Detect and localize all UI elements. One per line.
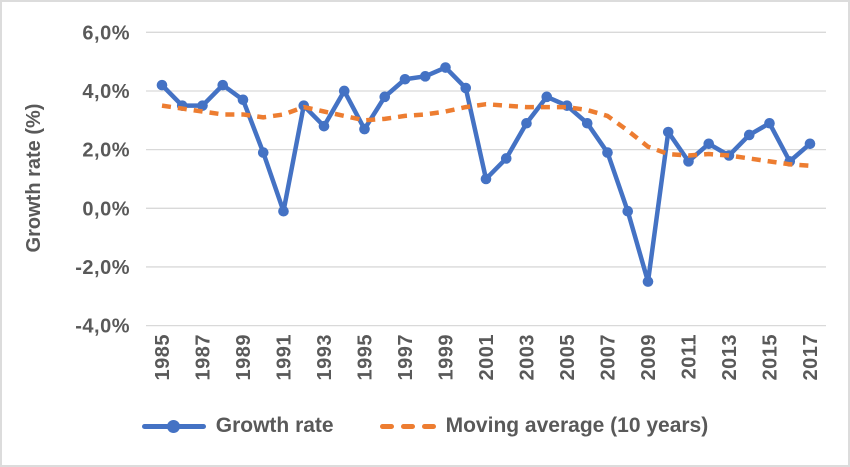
growth-rate-marker: [662, 126, 674, 138]
series-group: [156, 62, 816, 287]
moving-average-line: [161, 101, 811, 169]
x-tick-label: 2003: [517, 334, 539, 381]
growth-rate-marker: [764, 117, 775, 129]
x-tick-label: 2015: [760, 334, 782, 381]
growth-rate-marker: [359, 123, 370, 135]
growth-rate-marker: [581, 117, 593, 129]
y-tick-label: 4,0%: [82, 81, 130, 103]
growth-rate-marker: [602, 147, 613, 158]
growth-rate-marker: [804, 138, 816, 150]
growth-rate-marker: [500, 153, 512, 164]
legend-label-growth-rate: Growth rate: [215, 414, 334, 437]
growth-rate-line-icon: [141, 419, 206, 433]
y-tick-label: -4,0%: [75, 316, 130, 338]
growth-rate-marker: [197, 100, 208, 111]
x-tick-label: 1997: [395, 334, 417, 381]
growth-rate-marker: [379, 91, 391, 103]
growth-rate-marker: [703, 138, 715, 150]
x-tick-label: 2013: [719, 334, 741, 381]
y-axis-title: Growth rate (%): [23, 104, 45, 253]
growth-rate-marker: [318, 120, 330, 132]
growth-rate-marker: [237, 94, 249, 106]
dash-icon: [400, 423, 415, 429]
growth-rate-marker: [156, 79, 168, 91]
growth-rate-marker: [338, 85, 350, 97]
growth-rate-marker: [399, 73, 411, 85]
x-tick-label: 2007: [598, 334, 620, 381]
growth-rate-marker: [419, 71, 431, 82]
dash-icon: [421, 423, 436, 429]
x-tick-label: 2009: [638, 334, 660, 381]
y-tick-label: -2,0%: [75, 257, 130, 279]
chart-legend: Growth rate Moving average (10 years): [2, 414, 848, 438]
legend-item-growth-rate: Growth rate: [141, 414, 334, 438]
growth-rate-marker: [480, 173, 492, 185]
x-tick-label: 1989: [233, 334, 255, 381]
x-tick-label: 1985: [152, 334, 174, 381]
x-tick-label: 2011: [679, 334, 701, 379]
legend-item-moving-average: Moving average (10 years): [379, 414, 709, 438]
growth-rate-marker: [217, 79, 229, 91]
axis-labels-group: 6,0% 4,0% 2,0% 0,0% -2,0% -4,0% 1985 1987 1989 19…: [75, 22, 822, 380]
moving-average-dashed-line-icon: [379, 423, 436, 429]
growth-rate-marker: [683, 156, 694, 167]
legend-label-moving-average: Moving average (10 years): [445, 414, 709, 437]
x-tick-label: 1993: [314, 334, 336, 381]
growth-rate-marker: [460, 82, 472, 94]
x-tick-label: 1999: [436, 334, 458, 381]
growth-rate-marker-icon: [167, 419, 181, 433]
dash-icon: [379, 423, 394, 429]
growth-rate-marker: [622, 205, 634, 217]
x-tick-label: 2001: [476, 334, 498, 381]
growth-rate-marker: [440, 62, 451, 73]
x-tick-label: 2017: [800, 334, 822, 381]
growth-rate-marker: [642, 276, 654, 287]
y-tick-label: 2,0%: [82, 140, 130, 162]
x-tick-label: 2005: [557, 334, 579, 381]
growth-rate-marker: [743, 129, 755, 141]
growth-rate-marker: [541, 91, 553, 103]
x-tick-label: 1995: [355, 334, 377, 381]
growth-rate-marker: [278, 205, 289, 217]
x-tick-label: 1991: [274, 334, 296, 381]
y-tick-label: 6,0%: [82, 22, 130, 44]
y-tick-label: 0,0%: [82, 198, 130, 220]
x-tick-label: 1987: [193, 334, 215, 381]
growth-rate-marker: [521, 117, 532, 129]
growth-rate-marker: [257, 147, 269, 158]
